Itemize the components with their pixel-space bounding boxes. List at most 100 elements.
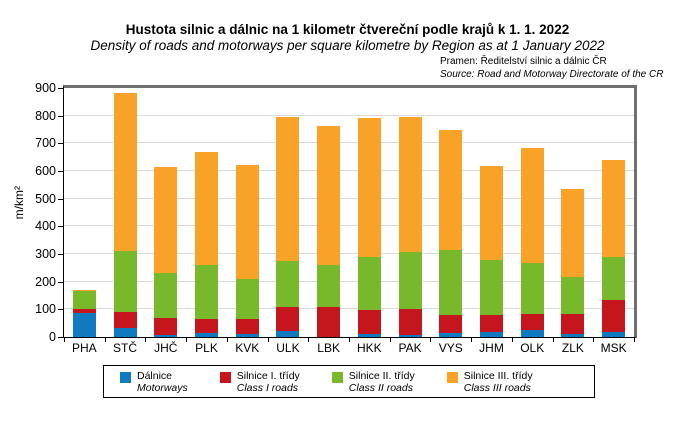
- bar-segment-ULK-series4: [276, 117, 300, 262]
- bar-segment-KVK-series4: [235, 164, 259, 280]
- x-label-MSK: MSK: [600, 341, 627, 355]
- bar-PHA: [64, 88, 105, 337]
- legend-text: Dálnice Motorways: [137, 370, 188, 394]
- bar-segment-MSK-series1: [602, 331, 626, 337]
- y-tick-label-600: 600: [35, 164, 56, 178]
- bar-segment-JHM-series4: [479, 165, 503, 260]
- bar-ZLK: [553, 88, 594, 337]
- legend-label-cz: Silnice I. třídy: [236, 369, 300, 382]
- bar-segment-STČ-series4: [113, 93, 137, 251]
- x-axis-tick: [308, 338, 310, 342]
- x-axis-tick: [349, 338, 350, 342]
- y-axis-tick: [58, 198, 63, 200]
- x-axis-tick: [104, 338, 106, 342]
- bar-JHČ: [145, 88, 186, 337]
- stacked-bar-STČ: [113, 93, 137, 337]
- y-axis-tick: [58, 88, 63, 89]
- y-tick-label-0: 0: [49, 330, 56, 344]
- stacked-bar-KVK: [235, 164, 259, 337]
- x-axis-tick: [471, 338, 473, 342]
- bar-LBK: [308, 88, 349, 337]
- bar-segment-STČ-series3: [113, 250, 137, 312]
- gridline-600: [64, 170, 634, 171]
- x-axis-tick: [145, 338, 147, 342]
- legend-item-motorways: Dálnice Motorways: [120, 370, 188, 394]
- bar-segment-PAK-series2: [398, 308, 422, 336]
- y-axis-tick: [58, 309, 63, 311]
- legend-label-cz: Silnice II. třídy: [348, 369, 415, 382]
- bar-segment-JHM-series3: [479, 259, 503, 316]
- source-line-english: Source: Road and Motorway Directorate of…: [440, 68, 664, 80]
- stacked-bar-PLK: [194, 151, 218, 337]
- bar-segment-HKK-series4: [357, 118, 381, 258]
- source-block: Pramen: Ředitelství silnic a dálnic ČR S…: [440, 56, 663, 81]
- bar-segment-ZLK-series2: [561, 313, 585, 334]
- class1-roads-swatch-icon: [219, 371, 231, 383]
- stacked-bar-VYS: [439, 130, 463, 337]
- bar-ULK: [268, 88, 309, 337]
- bar-segment-ULK-series1: [276, 331, 300, 337]
- legend-label-cz: Silnice III. třídy: [463, 369, 533, 382]
- bar-segment-MSK-series3: [602, 256, 626, 300]
- bar-segment-VYS-series3: [439, 249, 463, 315]
- y-tick-label-400: 400: [35, 219, 56, 234]
- bar-STČ: [105, 88, 146, 337]
- legend-label-en: Class III roads: [463, 381, 531, 394]
- y-tick-label-500: 500: [35, 191, 56, 206]
- gridline-800: [64, 114, 634, 116]
- bar-PAK: [390, 88, 431, 337]
- bar-segment-PAK-series1: [398, 335, 422, 337]
- x-label-ZLK: ZLK: [561, 341, 584, 355]
- bar-segment-OLK-series1: [520, 330, 544, 337]
- y-axis-tick: [58, 115, 63, 117]
- bar-segment-ZLK-series4: [561, 189, 585, 277]
- plot-area: [63, 85, 637, 338]
- y-axis-tick: [58, 337, 63, 338]
- y-tick-label-100: 100: [35, 302, 56, 317]
- gridline-100: [64, 308, 634, 310]
- bar-segment-PHA-series2: [72, 308, 96, 313]
- y-axis-tick: [58, 226, 63, 228]
- bar-segment-OLK-series4: [520, 147, 544, 263]
- bar-VYS: [430, 88, 471, 337]
- x-axis-tick: [389, 338, 391, 342]
- bar-segment-ULK-series2: [276, 306, 300, 332]
- bar-segment-VYS-series2: [439, 314, 463, 333]
- x-axis-tick: [267, 338, 269, 342]
- bar-segment-PHA-series3: [72, 290, 96, 309]
- gridline-200: [64, 280, 634, 282]
- y-axis-tick: [58, 171, 63, 172]
- y-axis-tick: [58, 143, 63, 145]
- x-label-JHM: JHM: [479, 341, 504, 355]
- y-tick-label-800: 800: [35, 108, 56, 123]
- stacked-bar-ULK: [276, 117, 300, 337]
- stacked-bar-OLK: [520, 147, 544, 337]
- source-line-czech: Pramen: Ředitelství silnic a dálnic ČR: [440, 56, 607, 67]
- x-label-KVK: KVK: [235, 341, 260, 355]
- bar-PLK: [186, 88, 227, 337]
- chart-subtitle: Density of roads and motorways per squar…: [90, 38, 605, 53]
- legend-label-cz: Dálnice: [137, 369, 173, 382]
- bar-segment-PAK-series4: [398, 116, 422, 253]
- bar-segment-JHM-series1: [479, 332, 503, 337]
- bar-segment-ZLK-series3: [561, 276, 585, 314]
- legend-label-en: Motorways: [137, 381, 188, 394]
- x-label-OLK: OLK: [520, 341, 545, 355]
- bar-segment-VYS-series4: [439, 130, 463, 250]
- legend-label-en: Class I roads: [236, 381, 299, 394]
- stacked-bar-HKK: [357, 118, 381, 337]
- x-label-HKK: HKK: [357, 341, 382, 355]
- bar-segment-STČ-series2: [113, 311, 137, 329]
- bar-segment-JHM-series2: [479, 315, 503, 333]
- bar-segment-LBK-series2: [317, 306, 341, 337]
- x-axis-tick: [552, 338, 554, 342]
- bar-segment-VYS-series1: [439, 332, 463, 337]
- x-axis-tick: [430, 338, 432, 342]
- bar-segment-PAK-series3: [398, 252, 422, 309]
- legend-text: Silnice I. třídy Class I roads: [237, 370, 300, 394]
- bar-segment-PLK-series3: [194, 264, 218, 320]
- bar-segment-PLK-series4: [194, 151, 218, 265]
- bar-segment-KVK-series2: [235, 319, 259, 334]
- bar-segment-JHČ-series1: [154, 334, 178, 337]
